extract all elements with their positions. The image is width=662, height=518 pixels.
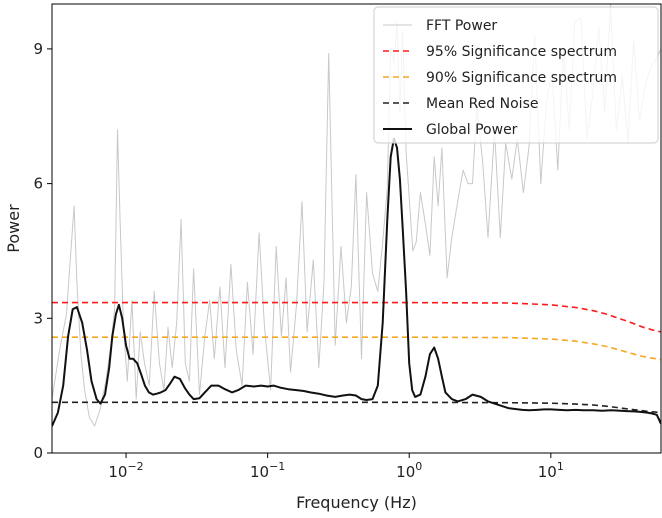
series-line-mean-red-noise — [52, 401, 661, 414]
y-tick-label: 6 — [33, 175, 43, 193]
legend-label-95-significance-spectrum: 95% Significance spectrum — [426, 44, 617, 60]
x-tick-label: 10−1 — [250, 460, 285, 481]
x-tick-label: 100 — [396, 460, 422, 481]
legend-label-fft-power: FFT Power — [426, 18, 497, 34]
series-line-global-power — [52, 137, 661, 427]
y-tick-label: 9 — [33, 40, 43, 58]
series-line-95-significance-spectrum — [52, 301, 661, 333]
series-line-90-significance-spectrum — [52, 336, 661, 361]
legend-label-90-significance-spectrum: 90% Significance spectrum — [426, 70, 617, 86]
y-tick-label: 0 — [33, 444, 43, 462]
legend-label-global-power: Global Power — [426, 122, 518, 138]
axis-ticks: 10−2 10−1 100 101 0 3 6 9 — [33, 40, 563, 481]
x-tick-label: 10−2 — [108, 460, 143, 481]
legend-box — [373, 6, 659, 144]
plot-frame — [51, 3, 662, 454]
x-axis-label: Frequency (Hz) — [296, 493, 417, 512]
y-axis-label: Power — [4, 204, 23, 253]
legend-label-mean-red-noise: Mean Red Noise — [426, 96, 538, 112]
y-tick-label: 3 — [33, 309, 43, 327]
x-tick-label: 101 — [538, 460, 564, 481]
legend: FFT Power 95% Significance spectrum 90% Si… — [373, 6, 659, 144]
